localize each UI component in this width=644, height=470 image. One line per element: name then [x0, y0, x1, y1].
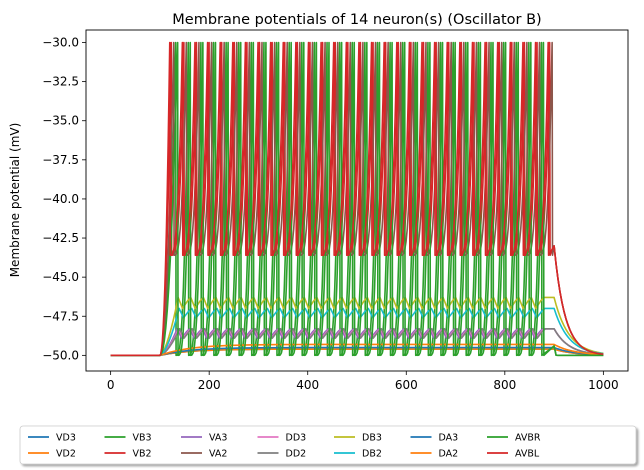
y-tick-label: −35.0	[42, 114, 79, 128]
series-line-avbr	[110, 41, 604, 357]
legend-label: DB3	[362, 433, 382, 444]
y-tick-label: −37.5	[42, 153, 79, 167]
series-line-da2	[110, 343, 604, 357]
series-layer	[110, 41, 604, 357]
legend-label: VB2	[133, 449, 152, 460]
legend-label: VD3	[56, 433, 76, 444]
y-axis-label: Membrane potential (mV)	[8, 123, 22, 278]
legend-label: DA2	[439, 449, 459, 460]
legend-label: VA2	[209, 449, 227, 460]
series-line-db3	[110, 296, 604, 357]
legend-label: DD3	[286, 433, 307, 444]
y-tick-label: −50.0	[42, 348, 79, 362]
x-tick-label: 400	[296, 378, 319, 392]
legend-label: VB3	[133, 433, 152, 444]
chart-title: Membrane potentials of 14 neuron(s) (Osc…	[172, 12, 541, 28]
x-tick-label: 800	[493, 378, 516, 392]
y-tick-label: −32.5	[42, 75, 79, 89]
legend-label: AVBR	[515, 433, 541, 444]
x-axis: 0 200 400 600 800 1000	[107, 371, 619, 392]
y-tick-label: −30.0	[42, 36, 79, 50]
legend-label: VA3	[209, 433, 227, 444]
y-tick-label: −45.0	[42, 270, 79, 284]
legend: VD3 VD2 VB3 VB2 VA3 VA2 DD3 DD2 DB3 DB2 DA3 DA2 AVBR…	[19, 425, 637, 465]
y-axis: −30.0 −32.5 −35.0 −37.5 −40.0 −42.5 −45.0 −47.5…	[42, 36, 86, 362]
legend-label: AVBL	[515, 449, 540, 460]
legend-label: DA3	[439, 433, 459, 444]
plot-frame	[85, 29, 629, 372]
x-tick-label: 200	[198, 378, 221, 392]
y-tick-label: −47.5	[42, 309, 79, 323]
y-tick-label: −42.5	[42, 231, 79, 245]
legend-label: VD2	[56, 449, 76, 460]
y-tick-label: −40.0	[42, 192, 79, 206]
x-tick-label: 600	[395, 378, 418, 392]
x-tick-label: 0	[107, 378, 115, 392]
x-tick-label: 1000	[588, 378, 619, 392]
series-line-avbl	[110, 41, 604, 357]
legend-label: DB2	[362, 449, 382, 460]
legend-box	[19, 425, 637, 465]
legend-label: DD2	[286, 449, 307, 460]
